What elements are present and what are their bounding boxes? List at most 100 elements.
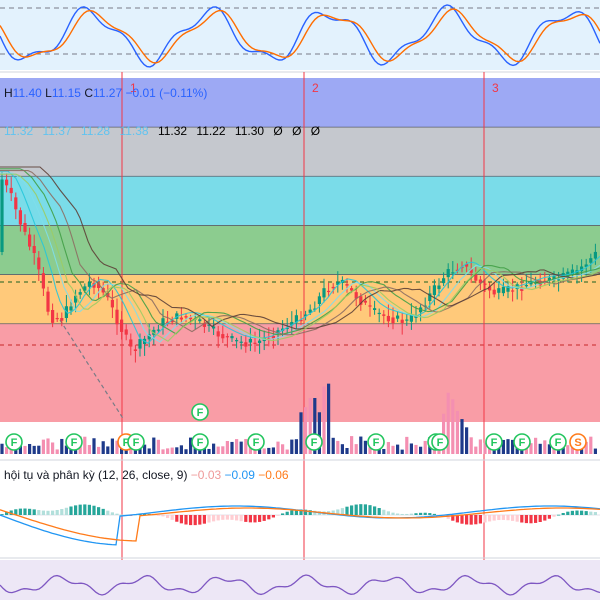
macd-signal-value: −0.06 [258, 468, 289, 482]
macd-histogram-bar [501, 515, 505, 520]
candle-body [101, 288, 105, 293]
candle-body [584, 264, 588, 267]
macd-histogram-bar [304, 509, 308, 515]
ohlc-legend: H11.40 L11.15 C11.27 −0.01 (−0.11%) [4, 86, 207, 100]
volume-bar [538, 443, 542, 454]
macd-histogram-bar [570, 510, 574, 515]
volume-bar [566, 445, 570, 454]
fib-band [0, 78, 600, 128]
volume-bar [216, 446, 220, 454]
volume-bar [455, 410, 459, 454]
volume-bar [511, 439, 515, 454]
event-marker [191, 403, 209, 421]
macd-histogram-bar [414, 513, 418, 515]
candle-body [589, 258, 593, 263]
volume-bar [276, 441, 280, 454]
volume-bar [28, 443, 32, 454]
ma-value: Ø [292, 124, 302, 138]
candle-body [442, 278, 446, 284]
macd-histogram-bar [64, 507, 68, 515]
candle-body [520, 287, 524, 291]
volume-bar [350, 436, 354, 454]
rsi-line [0, 574, 600, 596]
candle-body [92, 283, 96, 288]
candle-body [363, 300, 367, 303]
macd-histogram-bar [170, 515, 174, 520]
rsi-background [0, 560, 600, 600]
event-marker-label: F [437, 437, 444, 449]
macd-histogram-bar [198, 515, 202, 525]
macd-histogram-bar [340, 508, 344, 515]
macd-histogram-bar [547, 515, 551, 519]
macd-histogram-bar [515, 515, 519, 522]
macd-histogram-bar [244, 515, 248, 522]
macd-histogram-bar [538, 515, 542, 523]
macd-histogram-bar [87, 504, 91, 515]
macd-histogram-bar [0, 514, 4, 515]
candle-body [221, 334, 225, 339]
candle-body [23, 223, 27, 232]
candle-body [331, 286, 335, 289]
macd-histogram-bar [469, 515, 473, 525]
event-marker [513, 433, 531, 451]
volume-bar [543, 440, 547, 454]
candle-body [207, 324, 211, 326]
ma-value-faint: 11.38 [119, 124, 149, 138]
event-marker-label: F [133, 437, 140, 449]
candle-body [239, 341, 243, 343]
macd-histogram-bar [235, 515, 239, 521]
macd-histogram-bar [455, 515, 459, 523]
volume-bar [83, 436, 87, 454]
candle-body [285, 327, 289, 329]
macd-histogram-bar [432, 513, 436, 515]
candle-body [276, 330, 280, 334]
event-marker-label: F [373, 437, 380, 449]
price-pane[interactable]: 123FFFFFFFFFFFFFFS [0, 72, 600, 600]
macd-histogram-bar [143, 513, 147, 515]
volume-bar [87, 444, 91, 454]
volume-bar [46, 438, 50, 454]
candle-body [147, 334, 151, 340]
candle-body [405, 319, 409, 321]
moving-average-line [0, 168, 600, 336]
candle-body [557, 279, 561, 281]
macd-histogram-bar [474, 515, 478, 525]
candle-body [488, 286, 492, 291]
volume-bar [304, 407, 308, 454]
volume-bar [593, 448, 597, 454]
rsi-pane [0, 560, 600, 600]
macd-histogram-bar [230, 515, 234, 520]
volume-bar [529, 443, 533, 454]
ma-value: 11.32 [157, 124, 188, 138]
macd-histogram-bar [405, 513, 409, 515]
candle-body [41, 273, 45, 289]
stochastic-background [0, 0, 600, 70]
candle-body [455, 269, 459, 271]
volume-bar [368, 447, 372, 454]
macd-histogram-bar [161, 515, 165, 517]
candle-body [327, 290, 331, 293]
volume-bar [419, 446, 423, 454]
macd-histogram-bar [336, 509, 340, 515]
close-value: 11.27 [93, 86, 123, 100]
candle-body [547, 277, 551, 281]
macd-histogram-bar [276, 515, 280, 516]
macd-histogram-bar [110, 512, 114, 515]
fib-band [0, 127, 600, 177]
candle-body [124, 329, 128, 335]
candle-body [446, 269, 450, 278]
trend-line [59, 319, 125, 421]
candle-body [18, 210, 22, 225]
candle-body [55, 318, 59, 320]
volume-bar [244, 438, 248, 454]
volume-bar [23, 445, 27, 454]
candle-body [32, 246, 36, 254]
candle-body [110, 299, 114, 308]
high-label: H [4, 86, 13, 100]
macd-histogram-bar [175, 515, 179, 522]
volume-bar [175, 447, 179, 454]
volume-bar [589, 436, 593, 454]
macd-histogram-bar [5, 512, 9, 515]
macd-histogram-bar [285, 511, 289, 515]
